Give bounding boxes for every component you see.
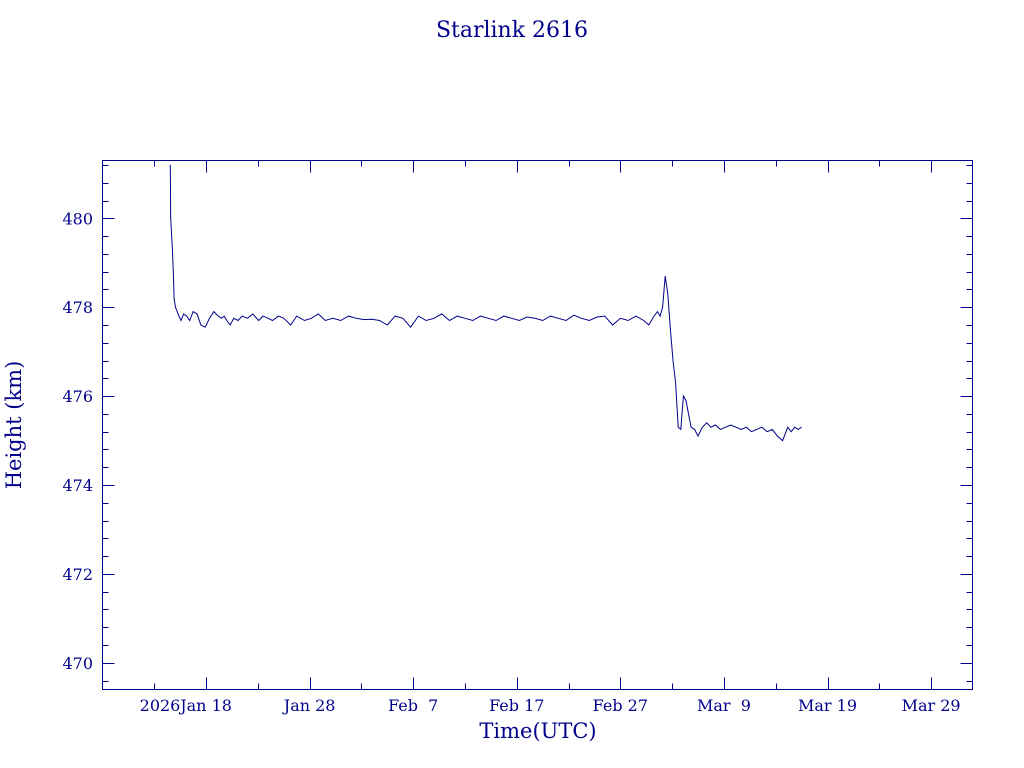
y-tick-label: 470 [62,654,93,673]
x-tick-label: Jan 18 [178,696,232,715]
x-tick-label: Feb 7 [388,696,438,715]
y-tick-labels: 470 472 474 476 478 480 [62,209,93,673]
y-tick-label: 478 [62,298,93,317]
x-tick-label: Jan 28 [282,696,336,715]
x-tick-label: Feb 17 [489,696,544,715]
plot-frame [102,160,973,690]
y-axis-label: Height (km) [2,361,26,490]
y-tick-label: 480 [62,209,93,228]
x-axis-label: Time(UTC) [479,719,596,743]
chart-title: Starlink 2616 [436,18,588,43]
y-tick-label: 472 [62,565,93,584]
x-tick-label: Mar 19 [798,696,857,715]
x-tick-label: Mar 29 [902,696,961,715]
x-tick-label: Mar 9 [697,696,751,715]
x-tick-label: Feb 27 [593,696,648,715]
y-tick-label: 474 [62,476,93,495]
height-series-line [169,164,802,442]
axis-ticks [102,160,973,690]
year-label: 2026 [140,696,181,715]
x-tick-labels: Jan 18 Jan 28 Feb 7 Feb 17 Feb 27 Mar 9 Mar 19… [140,696,961,715]
y-tick-label: 476 [62,387,93,406]
